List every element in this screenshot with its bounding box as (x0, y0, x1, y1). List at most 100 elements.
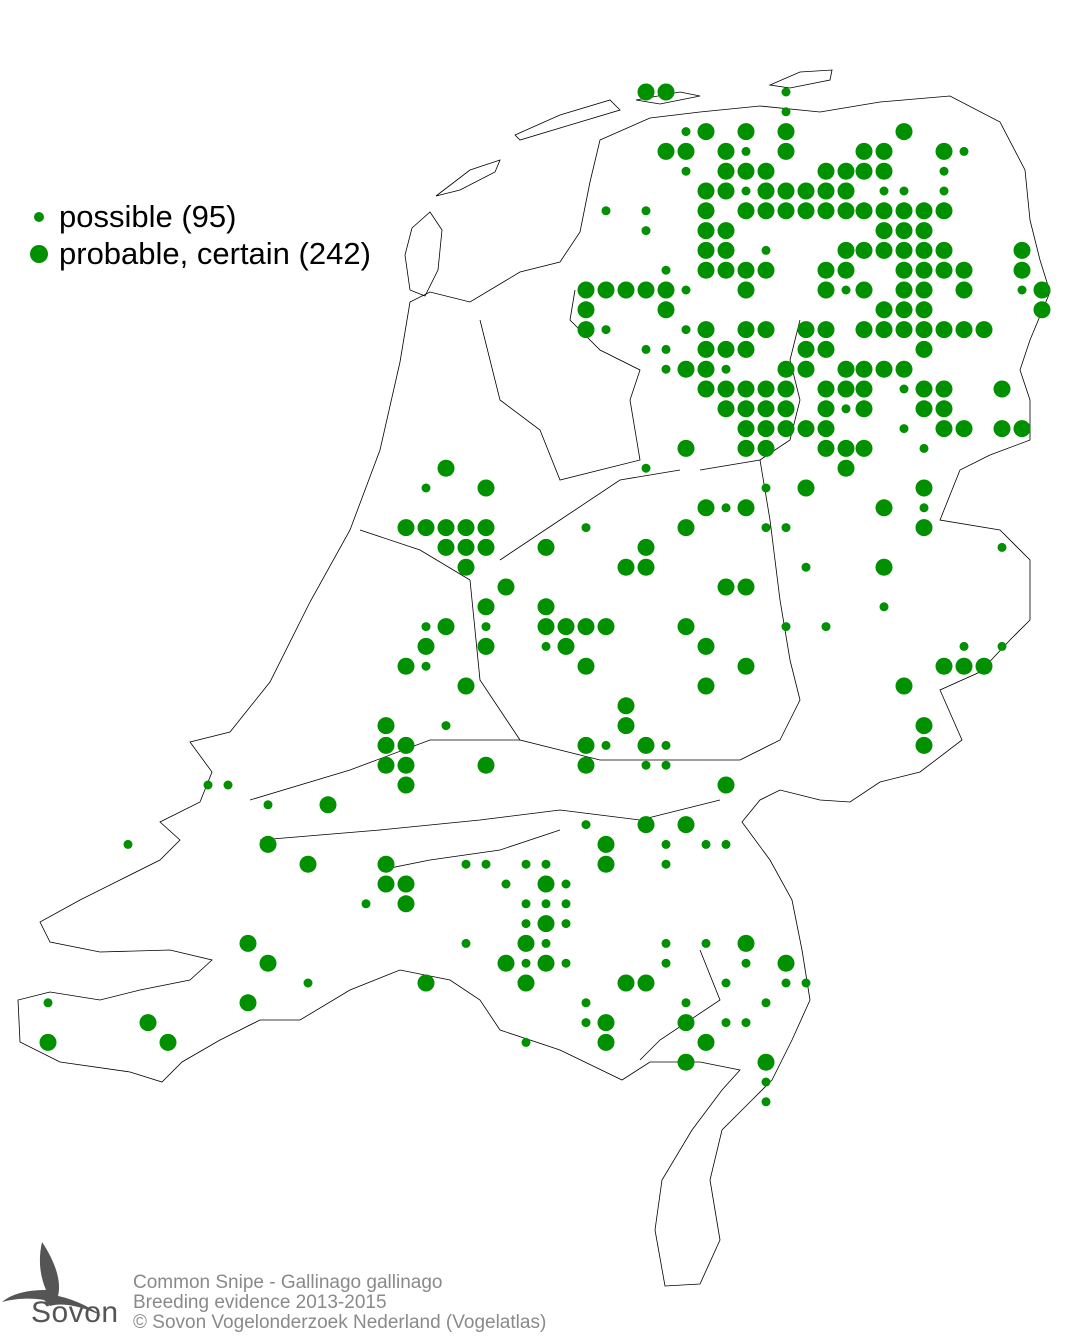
probable-certain-dot (817, 261, 835, 279)
possible-dot (681, 998, 691, 1008)
probable-certain-dot (817, 420, 835, 438)
probable-certain-dot (855, 321, 873, 339)
probable-certain-dot (637, 736, 655, 754)
possible-dot (661, 839, 671, 849)
possible-dot (761, 1077, 771, 1087)
probable-certain-dot (299, 855, 317, 873)
probable-certain-dot (797, 340, 815, 358)
possible-dot (781, 87, 791, 97)
possible-dot (879, 602, 889, 612)
possible-dot (43, 998, 53, 1008)
possible-dot (541, 641, 551, 651)
terschelling-island (514, 99, 621, 141)
possible-dot (581, 523, 591, 533)
probable-certain-dot (837, 439, 855, 457)
probable-certain-dot (677, 618, 695, 636)
probable-certain-dot (737, 340, 755, 358)
possible-dot (741, 186, 751, 196)
probable-certain-dot (139, 1014, 157, 1032)
ijsselmeer-shore (479, 289, 641, 481)
probable-certain-dot (577, 321, 595, 339)
possible-dot (561, 899, 571, 909)
possible-dot (661, 265, 671, 275)
probable-certain-dot (817, 281, 835, 299)
probable-certain-dot (837, 459, 855, 477)
probable-certain-dot (697, 123, 715, 141)
probable-certain-dot (955, 420, 973, 438)
possible-dot (581, 1018, 591, 1028)
probable-certain-dot (697, 637, 715, 655)
probable-certain-dot (935, 321, 953, 339)
probable-certain-dot (717, 142, 735, 160)
probable-certain-dot (837, 202, 855, 220)
probable-certain-dot (855, 142, 873, 160)
possible-dot (681, 166, 691, 176)
possible-dot (939, 166, 949, 176)
probable-certain-dot (955, 261, 973, 279)
probable-certain-dot (915, 717, 933, 735)
probable-certain-dot (737, 123, 755, 141)
probable-certain-dot (717, 162, 735, 180)
possible-dot (841, 404, 851, 414)
probable-certain-dot (717, 222, 735, 240)
probable-certain-dot (737, 162, 755, 180)
probable-certain-dot (777, 400, 795, 418)
probable-certain-dot (757, 439, 775, 457)
probable-certain-dot (777, 360, 795, 378)
probable-certain-dot (259, 835, 277, 853)
possible-dot (721, 364, 731, 374)
probable-certain-dot (915, 340, 933, 358)
possible-dot (959, 146, 969, 156)
probable-certain-dot (717, 400, 735, 418)
probable-certain-dot (955, 321, 973, 339)
probable-certain-dot (777, 420, 795, 438)
probable-certain-dot (697, 321, 715, 339)
possible-dot (781, 622, 791, 632)
probable-certain-dot (837, 182, 855, 200)
probable-certain-dot (915, 301, 933, 319)
probable-certain-dot (855, 380, 873, 398)
probable-certain-dot (837, 360, 855, 378)
probable-certain-dot (597, 1014, 615, 1032)
probable-certain-dot (577, 736, 595, 754)
probable-certain-dot (797, 360, 815, 378)
legend-item-probable-certain: probable, certain (242) (28, 235, 371, 272)
probable-certain-dot (437, 618, 455, 636)
legend-item-possible: possible (95) (28, 198, 371, 235)
probable-certain-dot (737, 934, 755, 952)
probable-certain-dot (817, 182, 835, 200)
probable-certain-dot (915, 202, 933, 220)
probable-certain-dot (915, 400, 933, 418)
probable-certain-dot (737, 202, 755, 220)
possible-dot (661, 760, 671, 770)
probable-certain-dot (697, 1033, 715, 1051)
possible-dot (461, 859, 471, 869)
probable-certain-dot (993, 420, 1011, 438)
possible-dot (421, 483, 431, 493)
possible-dot (541, 859, 551, 869)
probable-certain-dot (677, 1014, 695, 1032)
possible-dot (661, 938, 671, 948)
probable-certain-dot (319, 796, 337, 814)
probable-certain-dot (915, 261, 933, 279)
possible-dot (263, 800, 273, 810)
possible-dot (781, 523, 791, 533)
probable-certain-dot (757, 380, 775, 398)
probable-certain-dot (915, 222, 933, 240)
probable-certain-dot (617, 697, 635, 715)
probable-certain-dot (737, 439, 755, 457)
possible-dot (481, 622, 491, 632)
possible-dot (939, 186, 949, 196)
large-dot-icon (30, 244, 48, 263)
probable-certain-dot (377, 736, 395, 754)
probable-certain-dot (577, 301, 595, 319)
possible-dot (761, 1097, 771, 1107)
probable-certain-dot (697, 261, 715, 279)
possible-dot (741, 146, 751, 156)
possible-dot (997, 542, 1007, 552)
probable-certain-dot (797, 479, 815, 497)
possible-dot (641, 760, 651, 770)
probable-certain-dot (935, 142, 953, 160)
logo-text: Sovon (31, 1296, 119, 1329)
possible-dot (919, 443, 929, 453)
